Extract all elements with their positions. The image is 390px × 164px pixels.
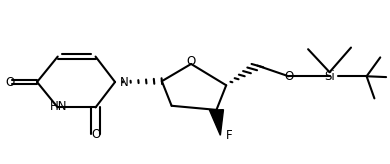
Text: O: O <box>186 54 196 68</box>
Text: Si: Si <box>324 70 335 83</box>
Text: O: O <box>91 128 100 141</box>
Text: F: F <box>226 129 232 142</box>
Text: HN: HN <box>50 100 67 113</box>
Text: O: O <box>284 70 293 83</box>
Text: O: O <box>5 75 14 89</box>
Text: N: N <box>120 75 128 89</box>
Polygon shape <box>209 110 223 135</box>
